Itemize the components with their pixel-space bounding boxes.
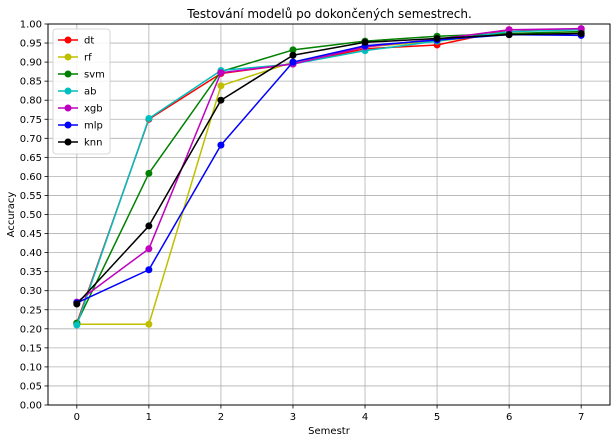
legend-label: dt [84, 36, 94, 47]
y-tick-label: 0.00 [20, 401, 42, 412]
legend-label: knn [84, 138, 102, 149]
series-xgb [73, 25, 585, 306]
series-mlp [73, 31, 585, 307]
y-tick-label: 0.45 [20, 229, 42, 240]
legend-marker [64, 53, 72, 61]
data-point-mlp [289, 58, 297, 66]
legend-label: xgb [84, 104, 103, 115]
legend-label: svm [84, 70, 105, 81]
legend-label: ab [84, 87, 96, 98]
y-tick-label: 0.90 [20, 58, 42, 69]
data-point-knn [361, 38, 369, 46]
y-tick-label: 0.65 [20, 153, 42, 164]
y-tick-label: 0.75 [20, 115, 42, 126]
y-axis-label: Accuracy [6, 192, 17, 238]
x-tick-label: 5 [434, 412, 440, 423]
data-point-mlp [145, 266, 153, 274]
legend-label: mlp [84, 121, 103, 132]
y-tick-label: 0.15 [20, 343, 42, 354]
series-knn [73, 30, 585, 308]
legend-item-dt: dt [58, 36, 94, 47]
y-tick-label: 0.55 [20, 191, 42, 202]
series-svm [73, 28, 585, 327]
series-line-ab [76, 28, 582, 326]
x-tick-label: 3 [290, 412, 296, 423]
legend-item-mlp: mlp [58, 121, 103, 132]
legend-marker [64, 121, 72, 129]
series-rf [73, 30, 585, 328]
x-tick-label: 2 [218, 412, 224, 423]
data-point-rf [217, 82, 225, 90]
y-tick-label: 0.70 [20, 134, 42, 145]
data-point-xgb [145, 245, 153, 253]
data-point-xgb [217, 69, 225, 77]
x-axis: 0 1 2 3 4 5 6 7 [74, 405, 584, 423]
data-point-ab [73, 321, 81, 329]
y-tick-label: 0.05 [20, 381, 42, 392]
grid-lines [48, 23, 610, 406]
series-line-dt [76, 28, 582, 324]
data-point-xgb [505, 26, 513, 34]
legend-item-ab: ab [58, 87, 96, 98]
x-tick-label: 1 [146, 412, 152, 423]
series-layer [73, 25, 585, 329]
series-line-xgb [76, 27, 582, 303]
y-tick-label: 0.40 [20, 248, 42, 259]
legend-marker [64, 104, 72, 112]
x-tick-label: 6 [506, 412, 512, 423]
data-point-xgb [577, 25, 585, 33]
y-tick-label: 0.25 [20, 305, 42, 316]
series-line-knn [76, 32, 582, 305]
data-point-knn [217, 96, 225, 104]
data-point-knn [145, 222, 153, 230]
data-point-knn [505, 31, 513, 39]
x-tick-label: 4 [362, 412, 368, 423]
legend-item-knn: knn [58, 138, 102, 149]
plot-frame [47, 23, 611, 406]
x-axis-label: Semestr [308, 426, 351, 437]
data-point-rf [145, 320, 153, 328]
legend-item-xgb: xgb [58, 104, 103, 115]
series-line-rf [76, 32, 582, 325]
data-point-knn [73, 300, 81, 308]
y-tick-label: 0.20 [20, 324, 42, 335]
series-line-svm [76, 30, 582, 324]
x-tick-label: 0 [74, 412, 80, 423]
y-tick-label: 0.35 [20, 267, 42, 278]
data-point-ab [145, 114, 153, 122]
y-tick-label: 0.80 [20, 96, 42, 107]
chart-title: Testování modelů po dokončených semestre… [186, 7, 472, 21]
y-tick-label: 0.30 [20, 286, 42, 297]
legend-marker [64, 138, 72, 146]
x-tick-label: 7 [578, 412, 584, 423]
data-point-knn [577, 30, 585, 38]
legend: dt rf svm ab xgb mlp knn [52, 28, 111, 155]
legend-marker [64, 70, 72, 78]
data-point-knn [289, 51, 297, 59]
y-tick-label: 0.60 [20, 172, 42, 183]
legend-marker [64, 87, 72, 95]
legend-label: rf [84, 53, 92, 64]
data-point-svm [145, 169, 153, 177]
legend-item-rf: rf [58, 53, 92, 64]
y-tick-label: 1.00 [20, 20, 42, 31]
y-tick-label: 0.85 [20, 77, 42, 88]
y-tick-label: 0.95 [20, 39, 42, 50]
y-axis: 0.00 0.05 0.10 0.15 0.20 0.25 0.30 0.35 0.40 0.45… [20, 20, 48, 412]
y-tick-label: 0.10 [20, 362, 42, 373]
data-point-svm [289, 46, 297, 54]
data-point-mlp [217, 141, 225, 149]
legend-marker [64, 36, 72, 44]
data-point-knn [433, 34, 441, 42]
series-ab [73, 26, 585, 329]
y-tick-label: 0.50 [20, 210, 42, 221]
legend-item-svm: svm [58, 70, 105, 81]
